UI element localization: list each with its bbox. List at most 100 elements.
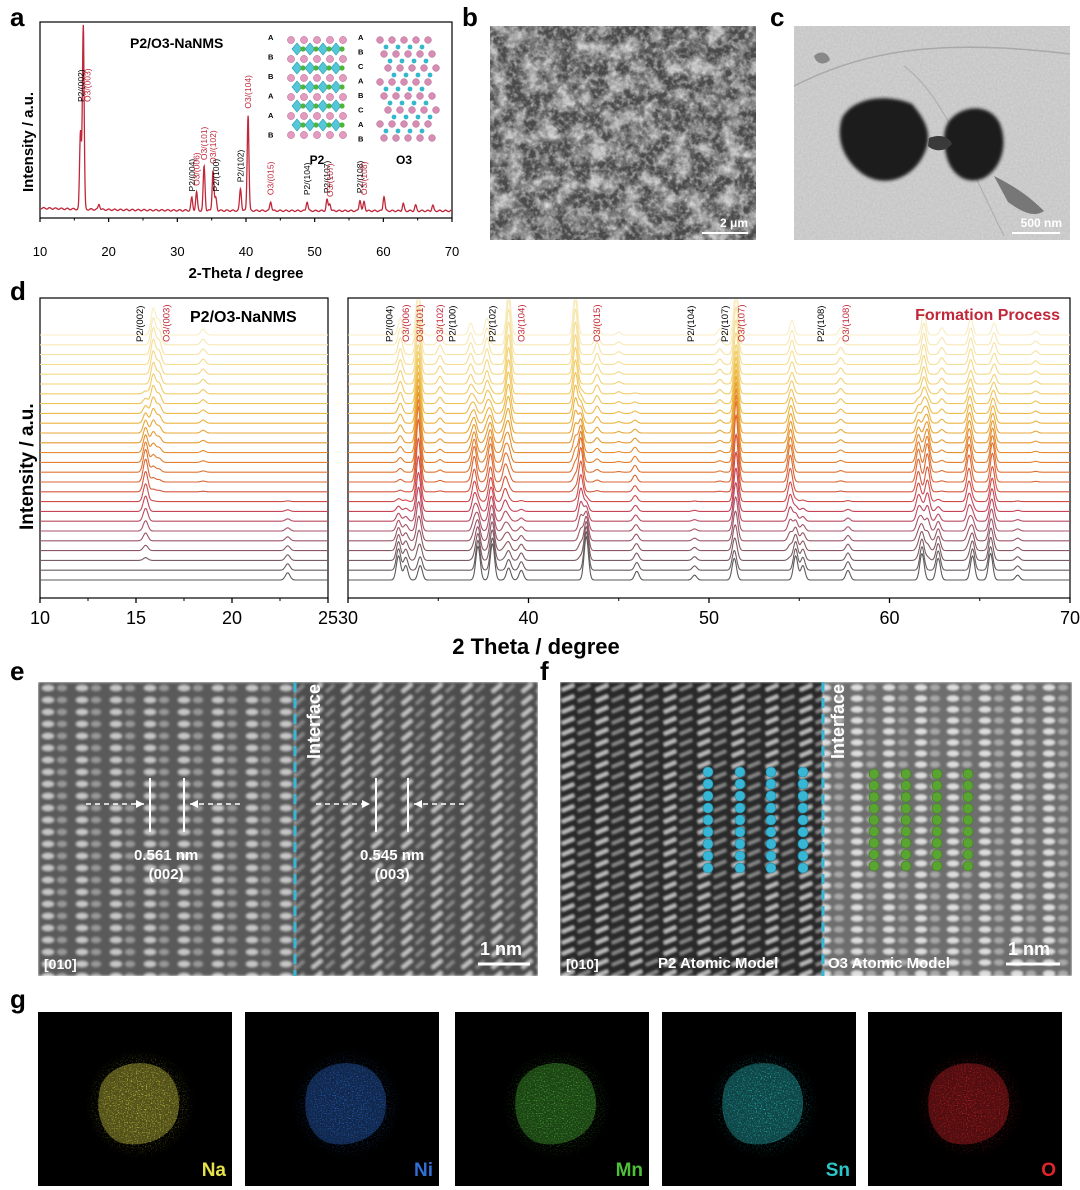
- o-atom: [412, 78, 420, 86]
- xrd-curve-d: [40, 384, 328, 405]
- o-atom: [428, 134, 436, 142]
- xrd-curve-d: [348, 343, 1070, 385]
- xrd-curve-d: [40, 441, 328, 463]
- p2-model-atom: [765, 838, 777, 850]
- na-atom: [313, 36, 321, 44]
- tem-image: 500 nm: [794, 26, 1070, 240]
- p2-model-atom: [797, 766, 809, 778]
- na-atom: [300, 112, 308, 120]
- o-atom: [376, 120, 384, 128]
- mn-atom: [300, 65, 306, 71]
- p2-model-atom: [765, 766, 777, 778]
- p2-model-atom: [702, 790, 714, 802]
- o-atom: [380, 50, 388, 58]
- o3-model-atom: [900, 860, 912, 872]
- xrd-curve-d: [348, 413, 1070, 483]
- peak-label-d: O3/(101): [415, 305, 426, 343]
- peak-label-a: P2/(104): [302, 162, 312, 195]
- o3-model-atom: [962, 860, 974, 872]
- x-tick-label-d: 25: [318, 608, 338, 628]
- p2-model-atom: [765, 778, 777, 790]
- xrd-curve-d: [348, 510, 1070, 542]
- o3-model-atom: [868, 780, 880, 791]
- o-atom: [384, 64, 392, 72]
- p2-model-atom: [797, 850, 809, 862]
- tem-scale-label: 500 nm: [1020, 216, 1062, 230]
- na-atom: [339, 112, 347, 120]
- x-tick-label-d: 20: [222, 608, 242, 628]
- mn-atom: [326, 84, 332, 90]
- peak-label-d: O3/(108): [841, 305, 852, 343]
- zone-axis-f: [010]: [566, 956, 599, 972]
- o-atom: [412, 36, 420, 44]
- d-spacing-003-value: 0.545 nm: [360, 847, 425, 864]
- o-atom: [392, 50, 400, 58]
- p2-model-atom: [734, 802, 746, 814]
- o3-structure-label: O3: [396, 153, 412, 167]
- formation-process-chart: 10 15 20 25 30 40 50 60 70 P2/(002) O3/(003) P2/(0…: [17, 297, 1080, 659]
- o3-model-atom: [868, 803, 880, 814]
- peak-label-a: P2/(100): [211, 159, 221, 192]
- xrd-curve-d: [348, 381, 1070, 444]
- peak-label-a: P2/(004): [187, 159, 197, 192]
- xrd-curve-d: [348, 482, 1070, 522]
- na-atom: [326, 74, 334, 82]
- xrd-curve-d: [40, 307, 328, 336]
- x-tick-label-d: 50: [699, 608, 719, 628]
- o3-model-atom: [900, 826, 912, 837]
- xrd-curve-d: [40, 572, 328, 581]
- na-atom: [313, 131, 321, 139]
- o3-model-atom: [900, 791, 912, 803]
- xrd-curve-d: [40, 470, 328, 493]
- na-atom: [339, 93, 347, 101]
- o-atom: [392, 134, 400, 142]
- xrd-curve-d: [348, 349, 1070, 395]
- plot-area-d-right: [347, 297, 1071, 599]
- panel-g-letter: g: [10, 984, 26, 1014]
- na-atom: [313, 74, 321, 82]
- p2-model-atom: [797, 778, 809, 790]
- o3-model-atom: [900, 768, 912, 780]
- o3-model-atom: [868, 860, 880, 872]
- p2-model-atom: [734, 790, 746, 802]
- scale-label-f: 1 nm: [1008, 939, 1051, 959]
- peak-label-d: P2/(102): [487, 306, 498, 342]
- panel-d-letter: d: [10, 276, 26, 306]
- na-atom: [287, 131, 295, 139]
- tm-atom: [395, 86, 401, 92]
- eds-element-label: Ni: [414, 1160, 433, 1181]
- o-atom: [424, 120, 432, 128]
- tm-atom: [423, 58, 429, 64]
- p2-atomic-model-label: P2 Atomic Model: [658, 955, 779, 972]
- o-atom: [400, 120, 408, 128]
- o-atom: [420, 106, 428, 114]
- xrd-curve-d: [348, 375, 1070, 434]
- xrd-curve-d: [40, 448, 328, 473]
- na-atom: [300, 131, 308, 139]
- p2-model-atom: [765, 814, 777, 826]
- mn-atom: [313, 103, 319, 109]
- peak-label-d: P2/(104): [686, 306, 697, 342]
- xrd-curve-d: [40, 361, 328, 385]
- panel-c-letter: c: [770, 2, 785, 32]
- o3-stacking-letter: B: [358, 91, 364, 100]
- o3-model-atom: [931, 860, 943, 872]
- d-spacing-002-value: 0.561 nm: [134, 847, 199, 864]
- x-tick-label-d: 70: [1060, 608, 1080, 628]
- xrd-curve-d: [348, 356, 1070, 405]
- eds-element-label: Na: [201, 1160, 226, 1181]
- o-atom: [388, 78, 396, 86]
- na-atom: [287, 74, 295, 82]
- peak-label-a: O3/(003): [82, 68, 92, 102]
- x-tick-label-d: 15: [126, 608, 146, 628]
- na-atom: [287, 93, 295, 101]
- na-atom: [326, 131, 334, 139]
- na-atom: [300, 36, 308, 44]
- xrd-line-a: [39, 24, 452, 213]
- tm-atom: [419, 86, 425, 92]
- xrd-curve-d: [40, 507, 328, 522]
- tm-atom: [415, 72, 421, 78]
- tm-atom: [383, 128, 389, 134]
- p2-model-atom: [702, 838, 714, 850]
